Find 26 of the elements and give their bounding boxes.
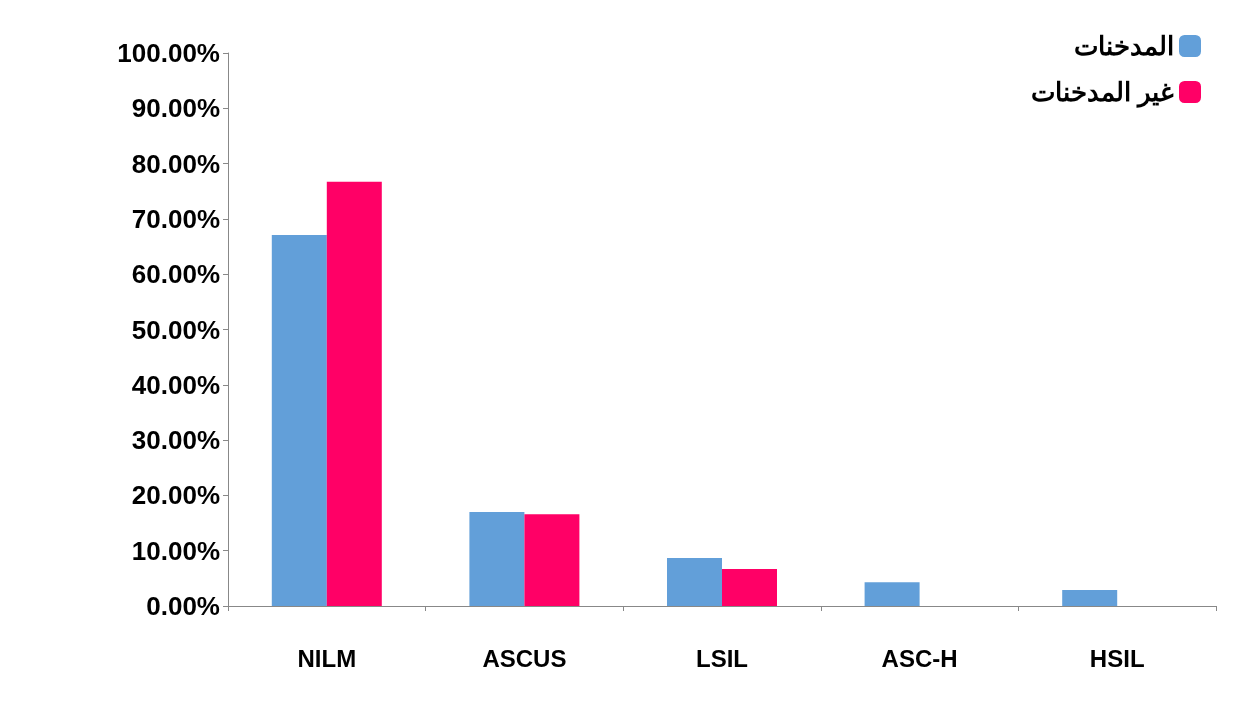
bar [722,568,777,606]
bar [271,234,327,606]
bar [326,181,382,606]
legend-label: المدخنات [1074,31,1174,61]
y-tick-label: 30.00% [131,425,220,456]
y-tick-label: 10.00% [131,535,220,566]
bar [864,582,920,606]
x-tick-label: HSIL [1089,644,1145,672]
y-tick-label: 20.00% [131,480,220,511]
x-tick-label: NILM [297,644,357,672]
y-tick-label: 60.00% [131,259,220,290]
y-tick-label: 0.00% [146,591,220,621]
bar [1062,589,1118,606]
bar [469,511,525,606]
y-tick-label: 100.00% [117,38,220,68]
y-tick-label: 90.00% [131,93,220,124]
legend-label: غير المدخنات [1030,77,1174,108]
bar [524,514,580,606]
x-tick-label: ASC-H [881,644,958,672]
x-tick-label: ASCUS [482,644,567,672]
bar [667,557,722,606]
y-tick-label: 50.00% [131,314,220,345]
y-tick-label: 80.00% [131,148,220,179]
y-tick-label: 70.00% [131,203,220,234]
x-tick-label: LSIL [696,644,748,672]
y-tick-label: 40.00% [131,369,220,400]
